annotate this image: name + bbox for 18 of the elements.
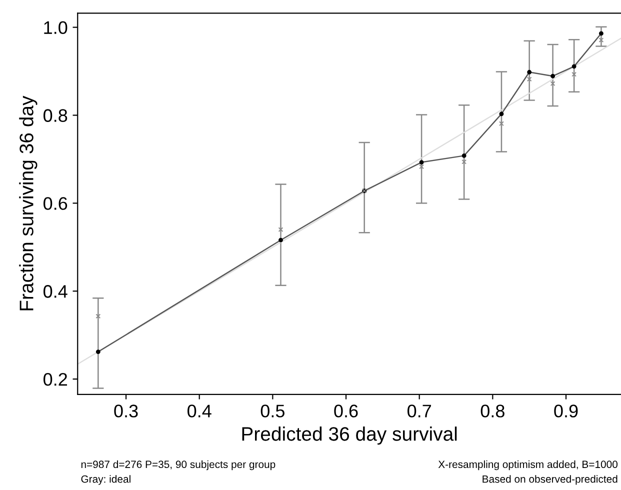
x-axis-title: Predicted 36 day survival	[242, 426, 457, 445]
y-axis-title: Fraction surviving 36 day	[19, 96, 38, 310]
text: X-resampling optimism added, B=1000	[438, 460, 618, 470]
x-tick-label: 0.5	[260, 404, 284, 418]
y-tick-label: 0.4	[44, 285, 68, 298]
x-tick-label: 0.4	[188, 404, 212, 418]
x-tick-label: 0.6	[334, 404, 358, 418]
text: Based on observed-predicted	[482, 475, 618, 485]
x-tick-label: 0.7	[408, 404, 431, 418]
x-tick-label: 0.3	[114, 404, 138, 418]
y-tick-label: 0.8	[44, 109, 68, 122]
x-tick-label: 0.9	[554, 404, 578, 418]
text: Gray: ideal	[81, 475, 130, 485]
y-tick-label: 1.0	[44, 21, 68, 34]
x-tick-label: 0.8	[480, 404, 504, 418]
y-tick-label: 0.2	[44, 372, 67, 386]
text: n=987 d=276 P=35, 90 subjects per group	[81, 460, 276, 470]
y-tick-label: 0.6	[44, 197, 68, 210]
